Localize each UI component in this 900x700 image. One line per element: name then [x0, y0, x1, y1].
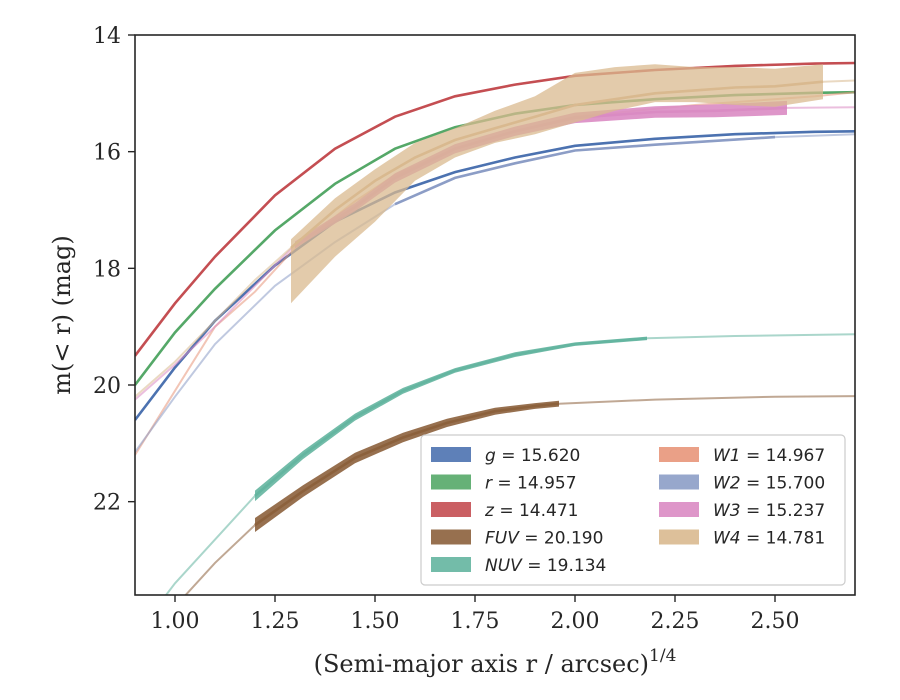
x-tick-label: 1.75	[451, 609, 500, 634]
x-tick-label: 2.25	[651, 609, 700, 634]
line-g-extrapolated	[135, 130, 855, 421]
line-w3-extrapolated	[135, 106, 855, 401]
legend-label-fuv: FUV = 20.190	[485, 529, 603, 549]
legend-swatch-w2	[659, 474, 699, 490]
line-z	[135, 61, 855, 357]
y-tick-label: 22	[93, 491, 121, 516]
legend-label-z: z = 14.471	[484, 501, 578, 521]
line-fuv	[254, 402, 560, 527]
plot-frame	[134, 34, 856, 596]
x-tick-label: 1.50	[351, 609, 400, 634]
legend-label-nuv: NUV = 19.134	[485, 556, 606, 576]
legend-swatch-w1	[659, 447, 699, 462]
y-tick-label: 14	[93, 24, 121, 49]
x-tick-label: 2.50	[751, 609, 800, 634]
legend-label-g: g = 15.620	[485, 446, 580, 466]
y-axis-title: m(< r) (mag)	[48, 235, 76, 394]
legend: g = 15.620 r = 14.957 z = 14.471 FUV = 20.1…	[420, 434, 846, 586]
x-axis-title: (Semi-major axis r / arcsec)1/4	[314, 646, 677, 678]
line-w4	[290, 80, 824, 249]
y-tick-label: 16	[93, 141, 121, 166]
line-w1-extrapolated	[135, 91, 855, 456]
y-tick-label: 18	[93, 257, 121, 282]
y-tick-label: 20	[93, 374, 121, 399]
legend-label-w4: W4 = 14.781	[713, 529, 825, 549]
legend-swatch-w4	[659, 529, 699, 545]
line-w2	[394, 135, 776, 206]
x-tick-label: 1.00	[151, 609, 200, 634]
legend-swatch-r	[431, 474, 471, 490]
legend-swatch-nuv	[431, 557, 471, 572]
legend-swatch-fuv	[431, 529, 471, 545]
line-nuv	[254, 337, 648, 497]
band-w4	[291, 64, 823, 304]
x-tick-label: 2.00	[551, 609, 600, 634]
line-g	[135, 130, 855, 421]
legend-swatch-g	[431, 447, 471, 462]
legend-label-w3: W3 = 15.237	[713, 501, 825, 521]
legend-swatch-w3	[659, 502, 699, 517]
legend-label-r: r = 14.957	[485, 474, 577, 494]
legend-swatch-z	[431, 502, 471, 517]
legend-label-w1: W1 = 14.967	[713, 446, 825, 466]
legend-label-w2: W2 = 15.700	[713, 474, 825, 494]
x-tick-label: 1.25	[251, 609, 300, 634]
legend-box	[420, 434, 846, 586]
